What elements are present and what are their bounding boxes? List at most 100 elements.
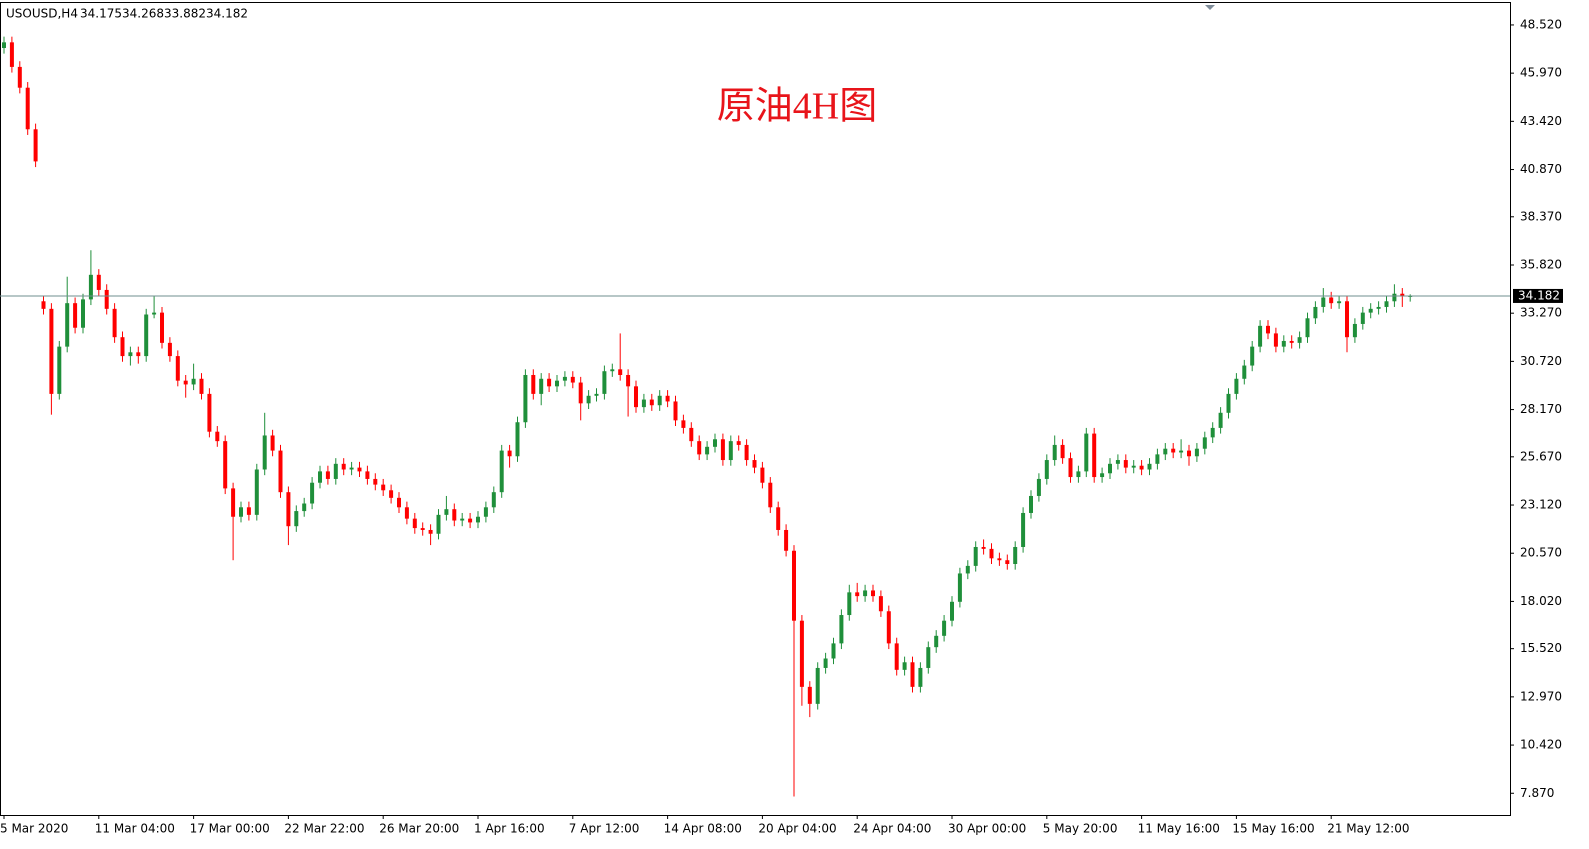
chart-title: 原油4H图	[717, 86, 877, 128]
candle-body	[1258, 325, 1263, 347]
candle-body	[728, 441, 733, 461]
candle-body	[325, 471, 330, 479]
candle-body	[436, 514, 441, 534]
x-tick-label: 5 Mar 2020	[0, 822, 68, 836]
candle-body	[1281, 340, 1286, 347]
y-tick-label: 33.270	[1520, 306, 1562, 320]
candle-body	[294, 511, 299, 527]
candle-body	[1329, 297, 1334, 304]
candle-body	[1147, 463, 1152, 470]
y-tick-label: 38.370	[1520, 209, 1562, 223]
candle-body	[318, 471, 322, 483]
y-tick-label: 18.020	[1520, 594, 1562, 608]
candle-body	[1194, 448, 1199, 457]
candle-body	[1060, 444, 1065, 459]
candle-body	[515, 422, 520, 457]
header-low: 33.882	[164, 7, 206, 21]
y-tick-label: 20.570	[1520, 546, 1562, 560]
candle-body	[871, 590, 875, 597]
candle-body	[365, 471, 370, 479]
candle-body	[1092, 433, 1097, 478]
candle-body	[981, 546, 986, 549]
candle-body	[128, 352, 133, 357]
candle-body	[207, 393, 212, 432]
x-tick-label: 21 May 12:00	[1327, 822, 1409, 836]
candle-body	[1108, 463, 1112, 474]
x-tick-label: 5 May 20:00	[1043, 822, 1118, 836]
candle-body	[136, 352, 141, 357]
candle-body	[997, 558, 1002, 561]
candle-body	[799, 620, 804, 687]
y-tick-label: 12.970	[1520, 689, 1562, 703]
candle-body	[73, 303, 78, 328]
candle-body	[9, 42, 14, 67]
candle-body	[1250, 346, 1255, 366]
candle-body	[1360, 312, 1365, 324]
candle-body	[815, 667, 820, 704]
candle-body	[476, 516, 480, 523]
symbol: USOUSD,H4	[6, 7, 78, 21]
candle-body	[847, 592, 852, 616]
candle-body	[270, 435, 275, 451]
candle-body	[65, 303, 70, 347]
candle-body	[1297, 337, 1302, 343]
candle-body	[634, 386, 638, 408]
x-tick-label: 1 Apr 16:00	[474, 822, 545, 836]
y-tick-label: 45.970	[1520, 66, 1562, 80]
candle-body	[950, 601, 954, 621]
candle-body	[341, 463, 346, 470]
candle-body	[112, 308, 117, 338]
x-tick-label: 14 Apr 08:00	[664, 822, 742, 836]
candle-body	[507, 450, 512, 457]
candle-body	[1352, 323, 1357, 338]
candle-body	[96, 274, 101, 290]
candle-body	[618, 369, 623, 375]
candle-body	[989, 548, 994, 559]
candle-body	[736, 441, 741, 445]
candle-body	[262, 435, 267, 470]
candle-body	[1400, 293, 1405, 297]
candle-body	[902, 662, 907, 670]
candle-body	[499, 450, 504, 493]
candle-body	[713, 439, 717, 447]
header-high: 34.268	[122, 7, 164, 21]
x-tick-label: 17 Mar 00:00	[190, 822, 270, 836]
candle-body	[768, 482, 773, 508]
candle-body	[641, 399, 646, 408]
candle-body	[823, 658, 828, 668]
candle-body	[886, 611, 891, 644]
candle-body	[570, 376, 575, 383]
candle-body	[910, 662, 915, 687]
candle-body	[397, 497, 401, 508]
shift-marker	[1205, 5, 1215, 10]
candle-body	[665, 395, 670, 402]
candle-body	[349, 467, 354, 470]
candle-body	[483, 507, 488, 517]
y-tick-label: 43.420	[1520, 114, 1562, 128]
candle-body	[1384, 301, 1389, 307]
candle-body	[404, 507, 409, 519]
candle-body	[1155, 454, 1160, 464]
candle-body	[1202, 437, 1207, 449]
candle-body	[310, 482, 315, 504]
candle-body	[689, 427, 694, 442]
candle-body	[649, 399, 654, 406]
candle-body	[333, 463, 338, 479]
candle-body	[760, 467, 765, 483]
candle-body	[33, 129, 38, 162]
candle-body	[539, 378, 544, 394]
candle-body	[183, 380, 188, 385]
candle-body	[2, 42, 6, 49]
x-tick-label: 22 Mar 22:00	[284, 822, 364, 836]
candle-body	[254, 469, 259, 515]
candle-body	[1131, 465, 1136, 468]
y-tick-label: 28.170	[1520, 402, 1562, 416]
x-tick-label: 7 Apr 12:00	[569, 822, 640, 836]
candle-body	[578, 382, 583, 404]
candle-body	[1313, 306, 1318, 319]
candle-body	[681, 420, 686, 428]
candle-body	[1305, 318, 1310, 338]
candle-body	[231, 488, 236, 517]
candle-body	[531, 374, 536, 394]
